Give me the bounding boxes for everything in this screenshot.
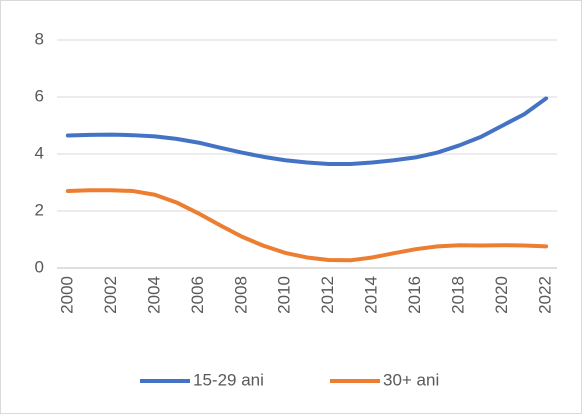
- x-tick-label: 2016: [405, 276, 424, 314]
- x-tick-label: 2008: [231, 276, 250, 314]
- x-tick-label: 2002: [101, 276, 120, 314]
- legend-label: 15-29 ani: [193, 370, 264, 389]
- y-tick-label: 2: [35, 200, 44, 219]
- y-tick-label: 6: [35, 86, 44, 105]
- x-tick-label: 2006: [188, 276, 207, 314]
- x-tick-label: 2022: [536, 276, 555, 314]
- y-tick-label: 0: [35, 257, 44, 276]
- x-tick-label: 2004: [144, 276, 163, 314]
- x-tick-label: 2020: [492, 276, 511, 314]
- x-tick-label: 2014: [362, 276, 381, 314]
- y-tick-label: 4: [35, 143, 44, 162]
- line-series: [65, 96, 549, 166]
- legend-label: 30+ ani: [383, 370, 439, 389]
- y-tick-label: 8: [35, 29, 44, 48]
- line-series: [65, 188, 549, 263]
- x-tick-label: 2018: [449, 276, 468, 314]
- x-tick-label: 2000: [57, 276, 76, 314]
- x-tick-label: 2012: [318, 276, 337, 314]
- x-tick-label: 2010: [275, 276, 294, 314]
